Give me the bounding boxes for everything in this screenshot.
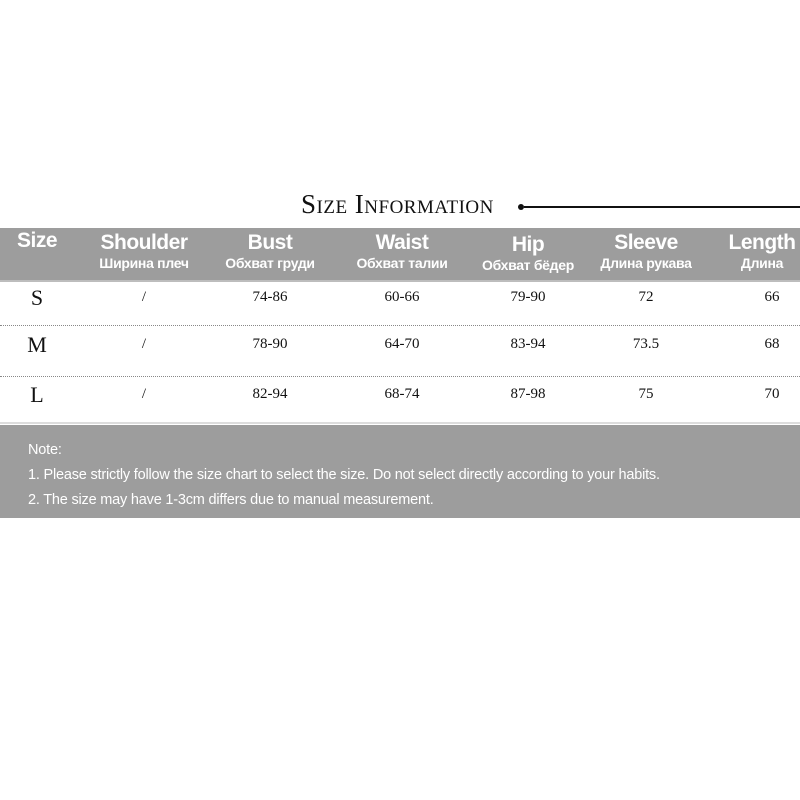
column-header-label: Bust [247,231,293,254]
cell-sleeve: 73.5 [632,336,660,352]
cell-hip: 83-94 [510,336,546,352]
note-panel: Note: 1. Please strictly follow the size… [0,425,800,518]
cell-shoulder: / [141,289,147,305]
note-line-2: 2. The size may have 1-3cm differs due t… [28,492,434,508]
column-header-sleeve: Sleeve Длина рукава [576,228,716,271]
cell-waist: 64-70 [384,336,420,352]
cell-bust: 74-86 [252,289,288,305]
row-divider [0,376,800,377]
column-header-length: Length Длина [692,228,800,271]
cell-size: S [30,285,44,310]
title-divider-line [524,206,800,208]
cell-sleeve: 75 [638,386,654,402]
cell-bust: 82-94 [252,386,288,402]
cell-length: 66 [764,289,780,305]
column-header-sublabel: Обхват груди [225,255,315,271]
column-header-label: Hip [511,233,545,256]
column-header-hip: Hip Обхват бёдер [458,228,598,273]
column-header-sublabel: Длина рукава [600,255,692,271]
column-header-size: Size [0,228,107,253]
column-header-shoulder: Shoulder Ширина плеч [74,228,214,271]
row-divider [0,325,800,326]
column-header-sublabel: Ширина плеч [99,255,189,271]
cell-size: L [30,382,44,407]
column-header-label: Shoulder [100,231,188,254]
cell-waist: 60-66 [384,289,420,305]
cell-waist: 68-74 [384,386,420,402]
title-bullet-dot [518,204,524,210]
table-bottom-divider [0,422,800,424]
cell-sleeve: 72 [638,289,654,305]
column-header-sublabel: Обхват талии [356,255,448,271]
column-header-label: Sleeve [614,231,678,254]
table-header: Size Shoulder Ширина плеч Bust Обхват груди W… [0,228,800,282]
cell-bust: 78-90 [252,336,288,352]
cell-shoulder: / [141,336,147,352]
note-heading: Note: [28,442,62,458]
column-header-waist: Waist Обхват талии [332,228,472,271]
column-header-sublabel: Обхват бёдер [482,257,574,273]
column-header-label: Waist [375,231,429,254]
column-header-bust: Bust Обхват груди [200,228,340,271]
cell-size: M [27,332,47,357]
table-row: L / 82-94 68-74 87-98 75 70 [0,380,800,426]
cell-length: 68 [764,336,780,352]
column-header-label: Size [16,229,58,252]
cell-hip: 79-90 [510,289,546,305]
cell-length: 70 [764,386,780,402]
cell-shoulder: / [141,386,147,402]
note-line-1: 1. Please strictly follow the size chart… [28,467,660,483]
column-header-label: Length [728,231,796,254]
page-title: Size Information [301,189,494,219]
column-header-sublabel: Длина [740,255,784,271]
table-row: M / 78-90 64-70 83-94 73.5 68 [0,330,800,376]
table-row: S / 74-86 60-66 79-90 72 66 [0,283,800,329]
cell-hip: 87-98 [510,386,546,402]
